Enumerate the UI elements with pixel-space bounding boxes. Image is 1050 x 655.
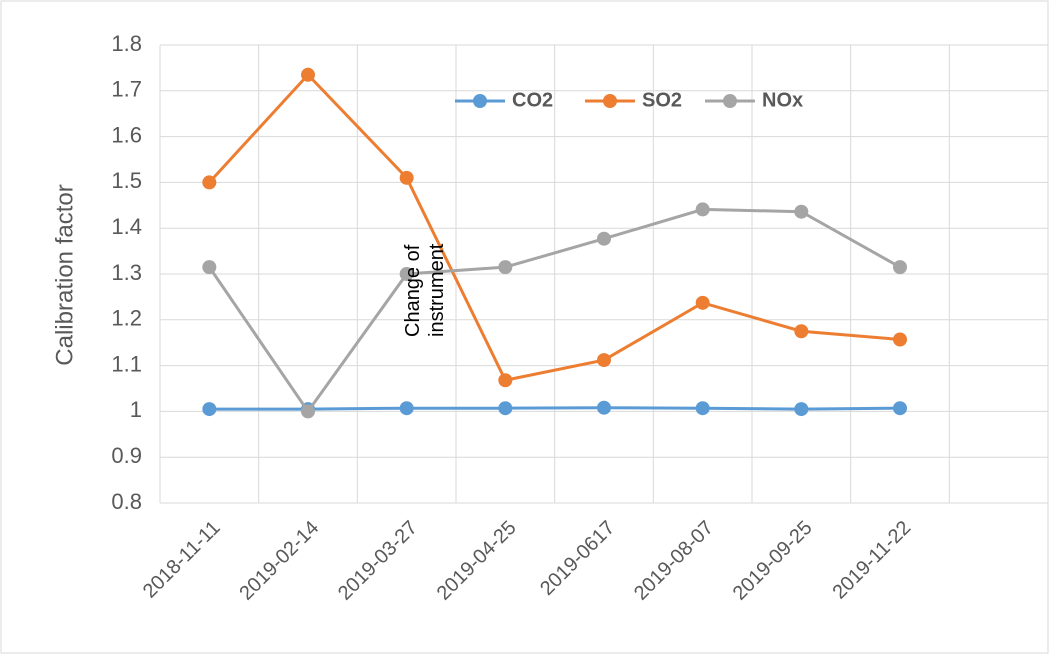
y-tick-label: 1.2 (111, 306, 142, 331)
data-point (301, 404, 315, 419)
y-tick-label: 0.8 (111, 489, 142, 514)
series-line (208, 72, 901, 382)
legend-label: CO2 (512, 89, 553, 111)
y-tick-label: 1.4 (111, 214, 142, 239)
legend-marker (473, 94, 487, 108)
data-point (202, 402, 217, 417)
series-line (209, 406, 901, 411)
y-tick-label: 1.3 (111, 260, 142, 285)
legend-label: SO2 (642, 89, 682, 111)
y-tick-label: 1.1 (111, 351, 142, 376)
data-point (695, 202, 710, 217)
data-point (794, 402, 809, 417)
data-point (695, 401, 710, 416)
data-point (893, 332, 907, 347)
data-point (794, 204, 809, 219)
series-line (208, 207, 901, 415)
y-tick-label: 1.8 (111, 31, 142, 56)
y-tick-label: 1 (130, 397, 142, 422)
data-point (498, 373, 513, 388)
data-point (399, 267, 414, 281)
data-point (893, 260, 907, 275)
data-point (202, 175, 217, 190)
y-tick-label: 1.5 (111, 168, 142, 193)
data-point (202, 260, 217, 275)
data-point (794, 324, 809, 339)
y-axis-label: Calibration factor (51, 184, 78, 365)
legend-marker (723, 94, 737, 108)
data-point (893, 401, 907, 416)
data-point (695, 295, 710, 310)
legend-label: NOx (762, 89, 803, 111)
data-point (597, 400, 611, 415)
data-point (597, 353, 611, 368)
annotation: Change of instrument (402, 243, 448, 337)
data-point (498, 401, 513, 416)
data-point (399, 170, 414, 185)
data-point (597, 231, 611, 246)
y-tick-label: 1.7 (111, 77, 142, 102)
data-point (498, 260, 513, 275)
data-point (301, 67, 315, 82)
data-point (399, 401, 414, 416)
y-tick-label: 1.6 (111, 122, 142, 147)
y-tick-label: 0.9 (111, 443, 142, 468)
legend-marker (603, 94, 617, 108)
